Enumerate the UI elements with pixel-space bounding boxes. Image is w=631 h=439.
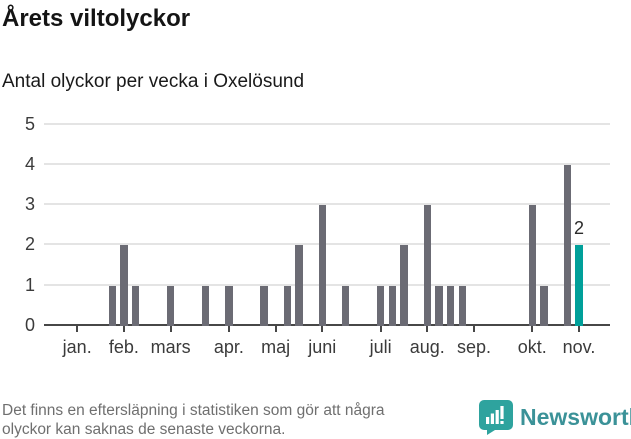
bar — [260, 285, 268, 326]
gridline — [44, 283, 610, 286]
gridline — [44, 162, 610, 165]
bar — [540, 285, 548, 326]
y-axis-label: 2 — [24, 234, 35, 255]
bar — [318, 205, 326, 326]
x-axis-label: mars — [150, 337, 191, 357]
chart-subtitle: Antal olyckor per vecka i Oxelösund — [2, 71, 305, 92]
bar — [400, 245, 408, 326]
x-tick — [426, 326, 429, 332]
y-axis-label: 0 — [24, 315, 35, 335]
x-axis-label: juli — [369, 337, 392, 357]
bar — [446, 285, 455, 326]
x-axis-label: jan. — [62, 337, 92, 357]
newsworthy-logo: Newsworthy — [479, 400, 631, 435]
gridline — [44, 243, 610, 246]
bar — [435, 285, 443, 326]
bar — [563, 164, 572, 326]
bar — [108, 285, 116, 326]
brand-name: Newsworthy — [520, 404, 631, 430]
x-tick — [169, 326, 172, 332]
x-axis-label: sep. — [456, 337, 492, 357]
gridline — [44, 203, 610, 206]
x-axis-label: feb. — [108, 337, 139, 357]
x-axis-label: aug. — [409, 337, 445, 357]
bar — [528, 205, 537, 326]
footnote-line-2: olyckor kan saknas de senaste veckorna. — [2, 420, 286, 438]
x-tick — [76, 326, 79, 332]
bar — [201, 285, 210, 326]
x-tick — [531, 326, 534, 332]
bar — [423, 205, 432, 326]
x-axis-label: maj — [261, 337, 291, 357]
y-axis-label: 4 — [24, 153, 35, 174]
bar — [458, 285, 467, 326]
footnote: Det finns en eftersläpning i statistiken… — [2, 402, 385, 439]
x-tick — [578, 326, 580, 332]
bar — [131, 285, 140, 326]
y-axis-label: 1 — [24, 274, 35, 295]
x-tick — [379, 326, 382, 332]
x-axis-line — [44, 324, 610, 326]
y-axis-label: 3 — [24, 194, 35, 215]
bar — [166, 285, 175, 326]
x-axis-label: juni — [308, 337, 337, 357]
x-tick — [274, 326, 277, 332]
bar-value-label: 2 — [573, 218, 584, 239]
bar — [388, 285, 396, 326]
x-tick — [122, 326, 125, 332]
bar — [341, 285, 350, 326]
bar — [225, 285, 233, 326]
bar — [295, 245, 303, 326]
bar — [283, 285, 291, 326]
x-tick — [321, 326, 324, 332]
bar-highlight — [575, 245, 583, 326]
x-axis-label: apr. — [213, 337, 244, 357]
x-tick — [227, 326, 230, 332]
footnote-line-1: Det finns en eftersläpning i statistiken… — [2, 402, 385, 419]
newsworthy-bubble-icon — [479, 400, 513, 435]
x-axis-label: okt. — [517, 337, 547, 357]
chart-title: Årets viltolyckor — [2, 5, 191, 32]
x-axis-label: nov. — [562, 337, 596, 357]
x-tick — [473, 326, 475, 332]
bar — [120, 245, 128, 326]
y-axis-label: 5 — [24, 113, 35, 134]
gridline — [44, 122, 610, 125]
bar — [376, 285, 385, 326]
